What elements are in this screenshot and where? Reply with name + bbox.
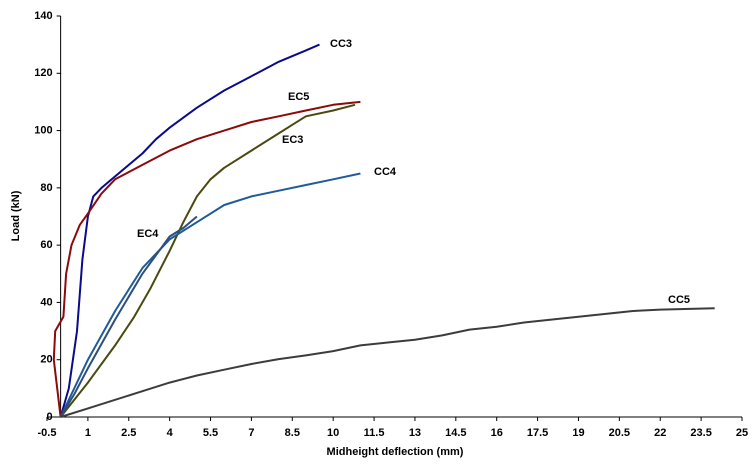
x-tick-label: 7 (248, 427, 254, 439)
line-series (59, 43, 320, 418)
x-tick-label: 13 (409, 427, 421, 439)
line-series (60, 307, 715, 418)
x-tick-label: 8.5 (285, 427, 300, 439)
x-tick-label: 1 (85, 427, 91, 439)
x-tick-label: -0.5 (38, 427, 57, 439)
x-tick-label: 14.5 (445, 427, 466, 439)
series-label: EC3 (282, 134, 303, 146)
x-tick-label: 10 (327, 427, 339, 439)
series-label: CC5 (668, 294, 690, 306)
line-series (59, 215, 198, 418)
y-tick-label: 120 (34, 67, 52, 79)
x-tick-label: 19 (572, 427, 584, 439)
x-tick-label: 23.5 (690, 427, 711, 439)
x-tick-label: 16 (491, 427, 503, 439)
x-tick-label: 22 (654, 427, 666, 439)
y-tick-label: 80 (40, 182, 52, 194)
y-tick-label: 0 (47, 411, 53, 423)
x-tick-label: 20.5 (609, 427, 630, 439)
x-axis-title: Midheight deflection (mm) (327, 446, 464, 458)
x-tick-label: 11.5 (364, 427, 385, 439)
y-tick-label: 60 (40, 239, 52, 251)
x-tick-label: 4 (167, 427, 174, 439)
y-tick-label: 100 (34, 124, 52, 136)
y-tick-label: 140 (34, 10, 52, 22)
y-tick-label: 20 (40, 354, 52, 366)
series-label: EC5 (288, 91, 309, 103)
series-label: CC4 (374, 166, 397, 178)
line-series (52, 100, 361, 418)
y-tick-label: 40 (40, 296, 52, 308)
x-tick-label: 17.5 (527, 427, 548, 439)
x-tick-label: 5.5 (203, 427, 218, 439)
x-tick-label: 2.5 (121, 427, 136, 439)
x-tick-label: 25 (736, 427, 748, 439)
line-series (59, 172, 361, 418)
y-axis-title: Load (kN) (10, 190, 22, 241)
line-series (59, 103, 356, 418)
series-label: EC4 (137, 228, 159, 240)
series-label: CC3 (330, 38, 352, 50)
